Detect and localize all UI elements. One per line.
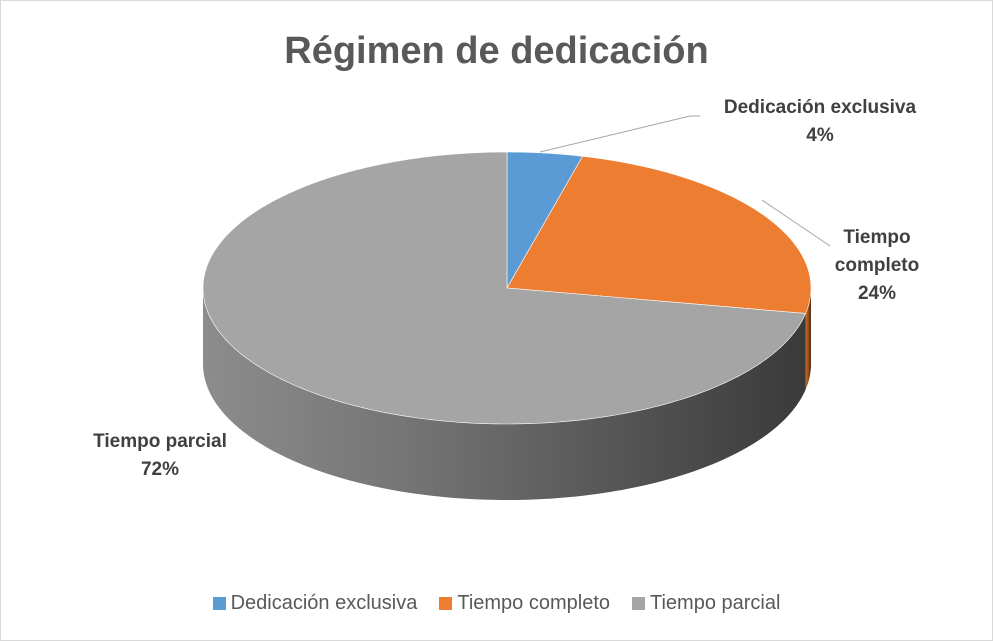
data-label-value: 72% <box>140 459 180 480</box>
data-label-name: Tiempo completo <box>834 227 920 276</box>
legend-item: Tiempo completo <box>439 592 610 615</box>
data-label: Tiempo parcial 72% <box>40 428 280 484</box>
legend-swatch <box>632 597 645 610</box>
legend: Dedicación exclusiva Tiempo completo Tiemp… <box>0 592 993 615</box>
data-label-value: 4% <box>806 125 834 146</box>
legend-item: Tiempo parcial <box>632 592 780 615</box>
legend-label: Tiempo parcial <box>650 592 781 614</box>
data-label-name: Tiempo parcial <box>93 431 227 452</box>
data-label-value: 24% <box>857 283 897 304</box>
leader-line <box>539 115 700 153</box>
slice <box>506 155 812 314</box>
chart-title: Régimen de dedicación <box>284 30 709 72</box>
legend-label: Dedicación exclusiva <box>230 592 418 614</box>
slice-side-shade <box>805 288 811 390</box>
data-label: Tiempo completo 24% <box>812 224 942 308</box>
data-label: Dedicación exclusiva 4% <box>690 94 950 150</box>
data-label-name: Dedicación exclusiva <box>723 97 917 118</box>
legend-item: Dedicación exclusiva <box>212 592 418 615</box>
legend-swatch <box>212 597 226 610</box>
leader-line <box>761 199 831 247</box>
slice <box>506 151 584 290</box>
legend-swatch <box>439 597 453 610</box>
legend-label: Tiempo completo <box>457 592 610 614</box>
slice-side-shade <box>203 288 806 500</box>
slice <box>202 151 807 425</box>
